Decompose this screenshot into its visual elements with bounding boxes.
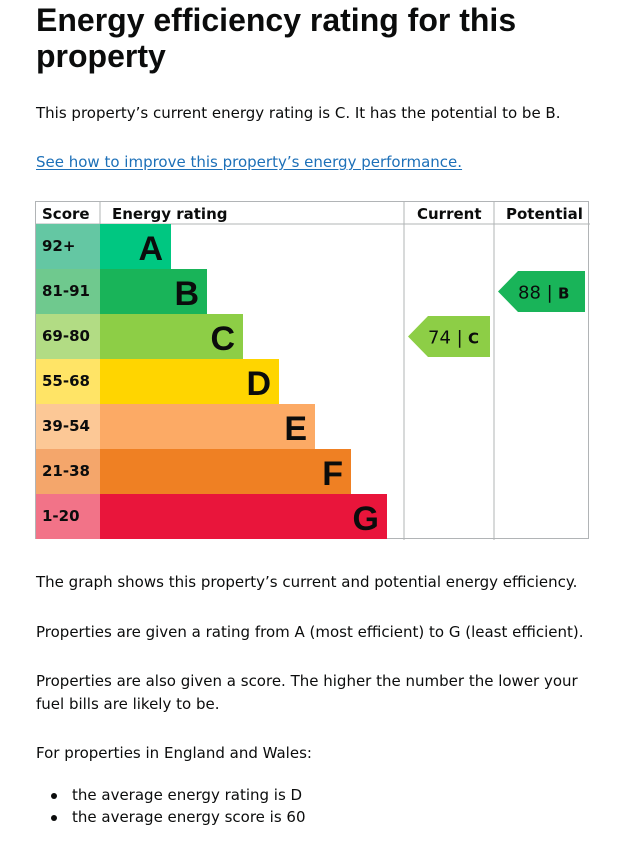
rating-bar-e [100,404,315,449]
potential-rating: B [558,285,569,303]
rating-letter-e: E [284,410,307,448]
score-label-e: 39-54 [42,417,90,435]
score-cell-f [36,449,100,494]
rating-explanation: Properties are given a rating from A (mo… [36,623,584,641]
energy-rating-chart: Score Energy rating Current Potential 92+ A 81… [35,201,590,540]
page-title: Energy efficiency rating for this proper… [36,2,517,74]
current-score: 74 | [428,328,463,349]
rating-bar-g [100,494,387,539]
rating-letter-f: F [322,455,343,493]
rating-letter-b: B [174,275,199,313]
score-cell-c [36,314,100,359]
column-header-score: Score [42,205,90,223]
score-label-c: 69-80 [42,327,90,345]
rating-bar-c [100,314,243,359]
rating-letter-d: D [246,365,271,403]
score-cell-g [36,494,100,539]
intro-text: This property’s current energy rating is… [36,104,561,122]
average-rating-item: the average energy rating is D [36,784,306,806]
rating-letter-g: G [353,500,379,538]
england-wales-intro: For properties in England and Wales: [36,744,312,762]
score-label-a: 92+ [42,237,75,255]
current-rating: C [468,330,479,348]
score-explanation: Properties are also given a score. The h… [36,672,578,713]
averages-list: the average energy rating is D the avera… [36,784,306,828]
average-score-item: the average energy score is 60 [36,806,306,828]
rating-letter-c: C [210,320,235,358]
score-label-d: 55-68 [42,372,90,390]
column-header-potential: Potential [506,205,583,223]
rating-bar-d [100,359,279,404]
rating-letter-a: A [138,230,163,268]
potential-arrow [498,271,585,312]
graph-explanation: The graph shows this property’s current … [36,573,578,591]
improve-performance-link[interactable]: See how to improve this property’s energ… [36,153,463,171]
score-cell-a [36,224,100,269]
current-arrow [408,316,490,357]
score-label-g: 1-20 [42,507,80,525]
column-header-current: Current [417,205,482,223]
score-cell-b [36,269,100,314]
rating-bar-b [100,269,207,314]
score-label-f: 21-38 [42,462,90,480]
rating-bar-a [100,224,171,269]
score-cell-d [36,359,100,404]
column-header-energy-rating: Energy rating [112,205,227,223]
potential-score: 88 | [518,283,553,304]
score-label-b: 81-91 [42,282,90,300]
rating-bar-f [100,449,351,494]
score-cell-e [36,404,100,449]
energy-rating-graph: Score Energy rating Current Potential 92+ A 81… [36,202,590,540]
